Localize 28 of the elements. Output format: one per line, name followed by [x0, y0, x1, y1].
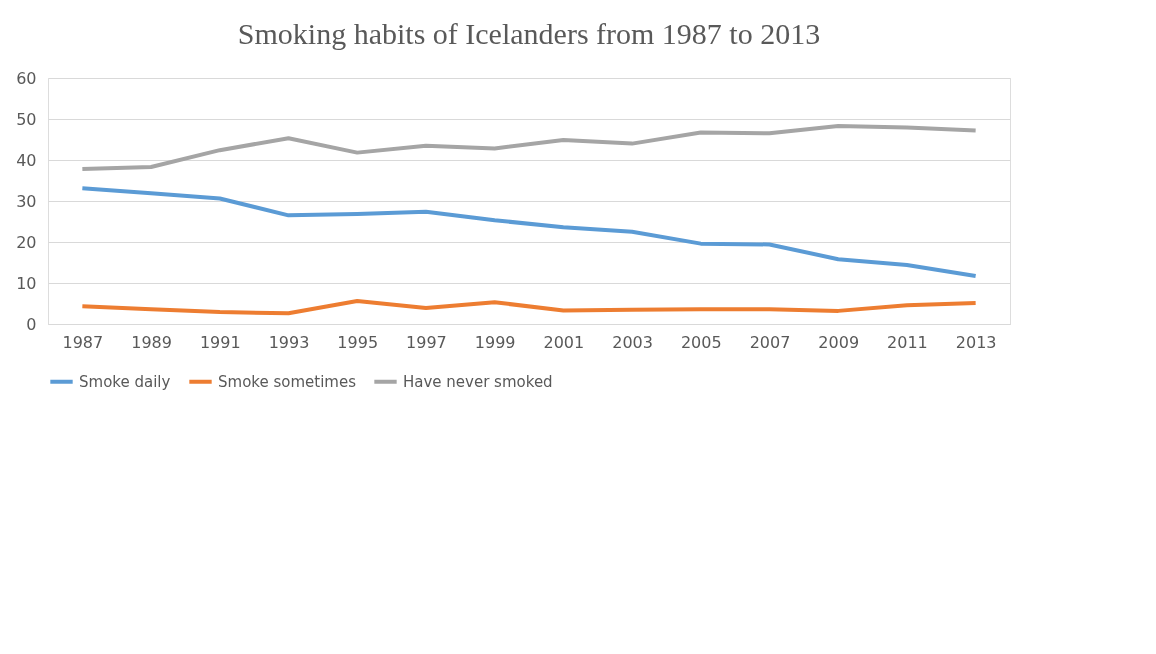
- legend-label: Smoke daily: [79, 372, 171, 391]
- x-tick-label: 1987: [62, 332, 104, 352]
- x-tick-label: 1999: [474, 332, 516, 352]
- y-tick-label: 20: [16, 232, 37, 252]
- y-tick-label: 0: [26, 314, 37, 334]
- x-tick-label: 2005: [680, 332, 722, 352]
- y-tick-label: 10: [16, 273, 37, 293]
- legend-label: Have never smoked: [403, 372, 553, 391]
- y-tick-label: 30: [16, 191, 37, 211]
- x-tick-label: 2011: [887, 332, 928, 352]
- line-series: [80, 186, 978, 279]
- x-tick-label: 2013: [955, 332, 997, 352]
- y-tick-label: 50: [16, 109, 37, 129]
- legend-label: Smoke sometimes: [218, 372, 357, 391]
- x-tick-label: 2001: [543, 332, 585, 352]
- x-tick-label: 2007: [749, 332, 791, 352]
- x-tick-label: 2003: [612, 332, 653, 352]
- x-tick-label: 1993: [268, 332, 310, 352]
- y-tick-label: 40: [16, 150, 37, 170]
- x-tick-label: 1991: [199, 332, 241, 352]
- x-tick-label: 2009: [818, 332, 860, 352]
- x-tick-label: 1997: [406, 332, 447, 352]
- x-tick-label: 1989: [131, 332, 172, 352]
- chart-title: Smoking habits of Icelanders from 1987 to 2013: [237, 17, 821, 50]
- line-series: [80, 299, 978, 316]
- x-tick-label: 1995: [337, 332, 379, 352]
- y-tick-label: 60: [16, 68, 37, 88]
- line-series: [80, 123, 978, 172]
